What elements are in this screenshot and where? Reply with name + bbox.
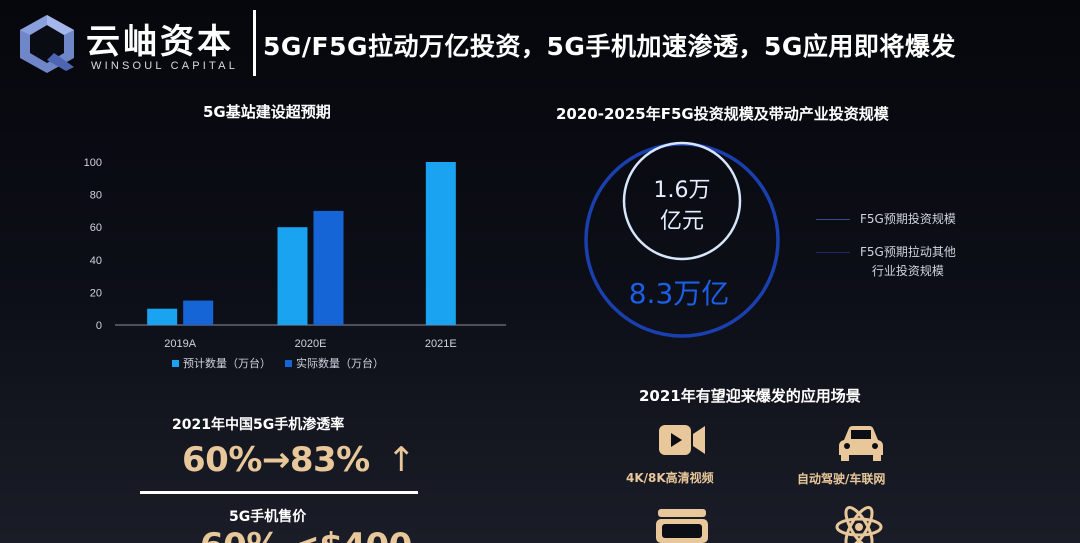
header-divider [253,10,256,76]
legend-label-line2: 行业投资规模 [871,264,944,278]
price-label: 5G手机售价 [229,509,307,525]
video-camera-icon [659,425,705,455]
inner-value-line1: 1.6万 [654,178,711,203]
brand-name-en: WINSOUL CAPITAL [91,60,239,72]
x-tick-label: 2021E [425,338,457,350]
vr-headset-icon [656,509,708,543]
legend-label-line1: F5G预期拉动其他 [860,245,956,259]
penetration-value-text: 60%→83% [182,440,370,480]
price-value: 60% <$400 [200,526,412,543]
ring-legend-item-f5g: F5G预期投资规模 [816,210,956,227]
y-tick-label: 20 [90,287,102,299]
legend-label: 实际数量（万台） [296,357,384,370]
bar [425,162,456,325]
legend-label: 预计数量（万台） [183,357,271,370]
outer-value: 8.3万亿 [629,277,730,310]
y-tick-label: 100 [84,157,102,169]
apps-title: 2021年有望迎来爆发的应用场景 [639,387,861,405]
legend-item-expected: 预计数量（万台） [172,355,271,371]
penetration-value: 60%→83% ↑ [182,440,416,480]
app-label-autonomous: 自动驾驶/车联网 [797,472,886,486]
legend-label: F5G预期投资规模 [860,212,956,226]
investment-ring: 1.6万 亿元 8.3万亿 [584,141,780,338]
legend-line [816,219,850,220]
brand-name: 云岫资本 [86,22,234,62]
page-title: 5G/F5G拉动万亿投资，5G手机加速渗透，5G应用即将爆发 [263,32,956,61]
car-icon [839,426,883,461]
bar [147,308,178,325]
y-tick-label: 80 [90,190,102,202]
ring-title: 2020-2025年F5G投资规模及带动产业投资规模 [556,105,889,123]
inner-value-line2: 亿元 [660,209,704,234]
legend-item-actual: 实际数量（万台） [285,355,384,371]
y-tick-label: 0 [96,320,102,332]
bar-chart: 0 20 40 60 80 100 2019A 2020E 2021E [84,157,506,350]
legend-swatch [172,359,179,367]
inner-ring [622,141,742,261]
legend-swatch [285,359,292,367]
bar [277,227,308,325]
ring-legend-item-other: F5G预期拉动其他 行业投资规模 [816,243,956,281]
bar [183,300,214,325]
x-tick-label: 2020E [295,338,327,350]
x-tick-label: 2019A [164,338,196,350]
stat-divider [140,491,418,494]
bar-chart-title: 5G基站建设超预期 [203,103,331,121]
penetration-label: 2021年中国5G手机渗透率 [172,417,345,433]
atom-icon [835,506,883,543]
logo-icon [20,15,74,73]
up-arrow-icon: ↑ [387,440,416,480]
header: 云岫资本 WINSOUL CAPITAL 5G/F5G拉动万亿投资，5G手机加速… [0,0,1080,86]
y-tick-label: 60 [90,222,102,234]
bar-chart-legend: 预计数量（万台） 实际数量（万台） [172,355,384,371]
app-label-video: 4K/8K高清视频 [626,471,714,485]
y-tick-label: 40 [90,255,102,267]
legend-line [816,252,850,253]
bar [313,210,344,325]
